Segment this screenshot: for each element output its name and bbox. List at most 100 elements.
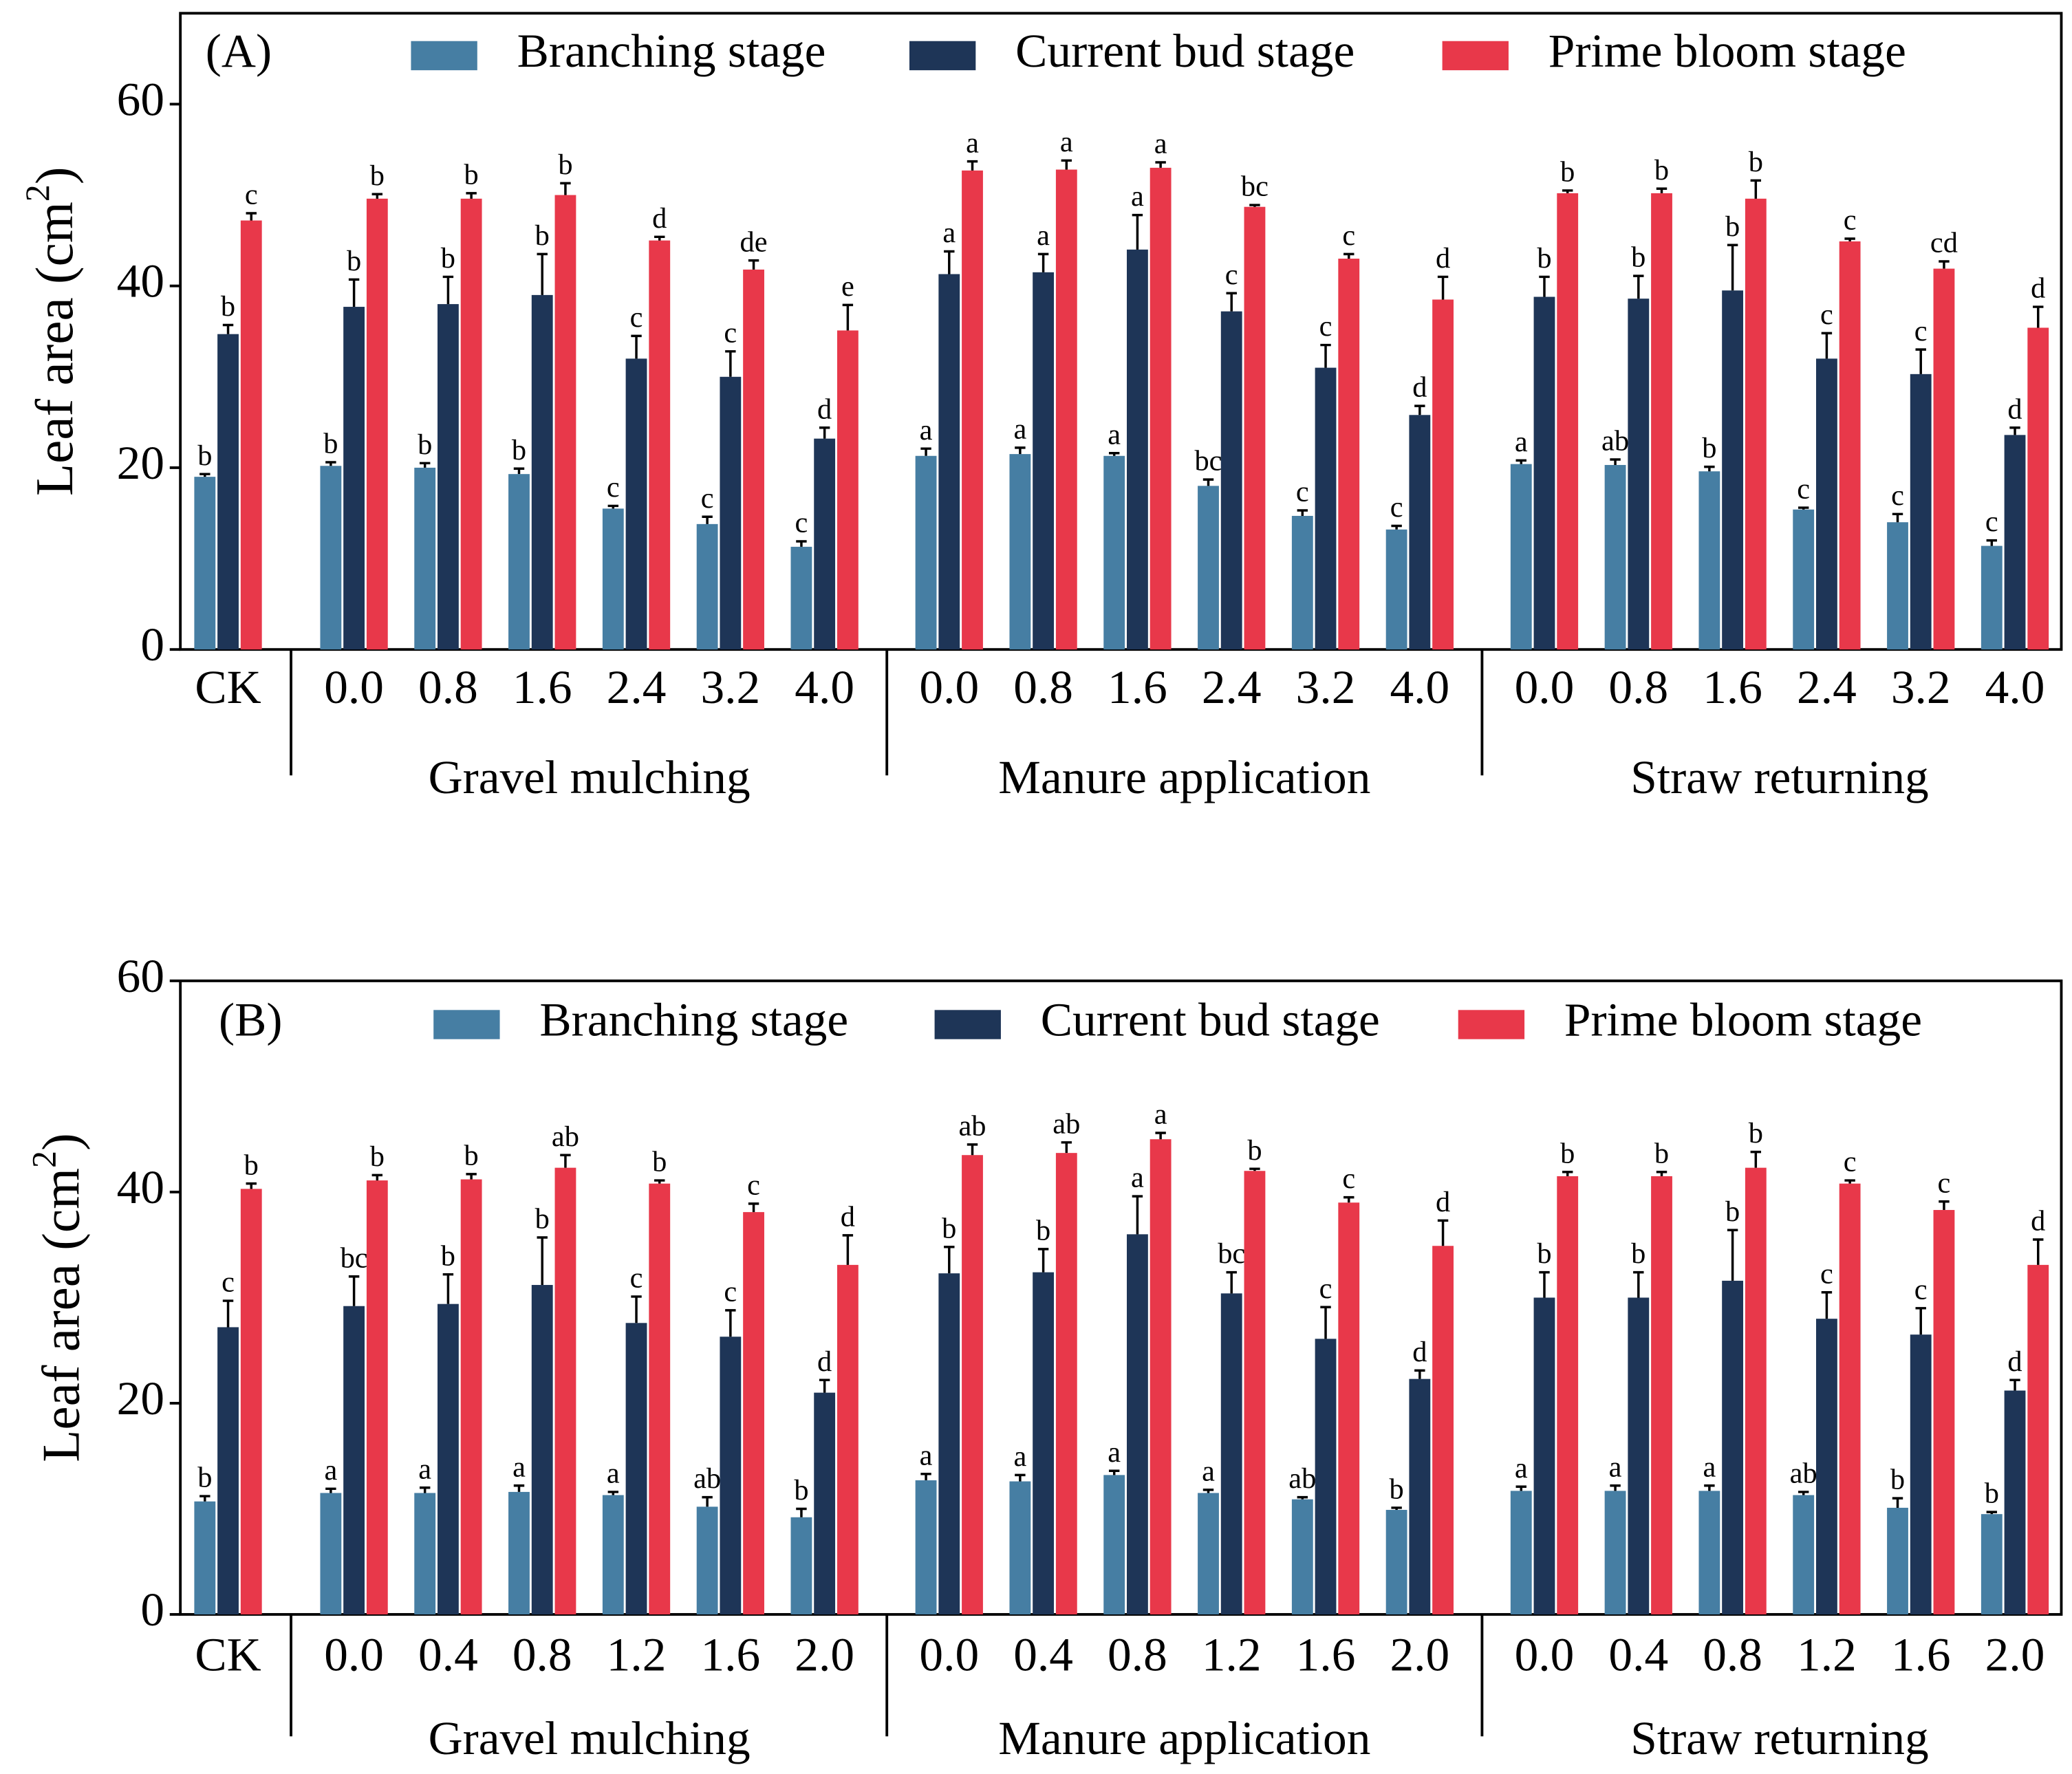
- bar: [1055, 169, 1077, 650]
- x-tick-label: 0.4: [418, 1628, 478, 1681]
- significance-label: a: [1108, 418, 1121, 451]
- significance-label: c: [1319, 1273, 1332, 1305]
- y-tick-label: 20: [117, 437, 164, 490]
- bar: [1793, 1495, 1815, 1614]
- significance-label: b: [1702, 432, 1716, 464]
- bar: [1839, 1183, 1861, 1614]
- x-tick-label: 0.8: [1013, 661, 1073, 714]
- bar: [1887, 522, 1908, 650]
- bar: [649, 1183, 671, 1614]
- bar: [602, 508, 624, 650]
- x-tick-label: 0.8: [1108, 1628, 1167, 1681]
- significance-label: b: [1390, 1473, 1404, 1506]
- x-tick-label: 0.8: [1608, 661, 1668, 714]
- error-bar: [1437, 1219, 1449, 1246]
- x-tick-label: 0.8: [512, 1628, 572, 1681]
- significance-label: b: [197, 1462, 212, 1494]
- error-bar: [725, 1309, 736, 1337]
- bar: [1126, 1234, 1148, 1614]
- error-bar: [1414, 404, 1425, 415]
- error-bar: [1249, 1167, 1260, 1171]
- significance-label: b: [535, 219, 550, 252]
- significance-label: a: [418, 1453, 431, 1485]
- bar: [1557, 1176, 1579, 1614]
- significance-label: d: [1412, 371, 1427, 404]
- significance-label: b: [512, 434, 526, 466]
- error-bar: [1343, 1196, 1355, 1203]
- bar: [1887, 1507, 1908, 1614]
- significance-label: b: [244, 1149, 259, 1181]
- bar: [1385, 1510, 1407, 1614]
- error-bar: [944, 250, 955, 274]
- significance-label: de: [740, 226, 768, 258]
- significance-label: a: [966, 127, 979, 159]
- error-bar: [1437, 275, 1449, 300]
- error-bar: [920, 447, 931, 456]
- significance-label: cd: [1930, 227, 1958, 259]
- bar: [938, 274, 960, 650]
- bar: [531, 294, 553, 650]
- bar: [625, 358, 647, 650]
- error-bar: [1515, 459, 1526, 464]
- bar: [508, 1491, 530, 1614]
- bar: [1793, 509, 1815, 650]
- bar: [1103, 455, 1125, 650]
- error-bar: [325, 461, 336, 466]
- significance-label: c: [1342, 219, 1355, 252]
- bar: [1745, 1167, 1767, 1614]
- bar: [814, 1392, 836, 1614]
- significance-label: d: [817, 1345, 832, 1378]
- error-bar: [442, 275, 454, 305]
- significance-label: b: [1631, 1237, 1645, 1270]
- significance-label: b: [197, 440, 212, 472]
- panel-label: (A): [206, 25, 272, 78]
- significance-label: c: [1985, 506, 1998, 538]
- bar: [1103, 1475, 1125, 1614]
- error-bar: [560, 182, 571, 195]
- bar: [1291, 1499, 1313, 1614]
- error-bar: [796, 540, 807, 547]
- bar: [2027, 1264, 2049, 1614]
- significance-label: c: [1797, 473, 1810, 506]
- bar: [1910, 374, 1932, 650]
- bar: [1533, 1297, 1555, 1614]
- error-bar: [1297, 509, 1308, 516]
- error-bar: [1132, 213, 1143, 250]
- error-bar: [1798, 506, 1809, 510]
- error-bar: [419, 1486, 431, 1493]
- y-tick-label: 0: [140, 618, 164, 671]
- significance-label: b: [464, 159, 479, 191]
- y-axis-label-part: Leaf area (cm: [25, 202, 84, 496]
- bar: [1815, 1319, 1837, 1614]
- error-bar: [1915, 348, 1926, 374]
- error-bar: [199, 473, 211, 477]
- x-tick-label: 3.2: [700, 661, 760, 714]
- bar: [1533, 296, 1555, 650]
- error-bar: [1939, 1200, 1950, 1211]
- significance-label: d: [2007, 1345, 2022, 1378]
- x-tick-label: 0.8: [418, 661, 478, 714]
- error-bar: [1515, 1485, 1526, 1491]
- error-bar: [466, 1173, 477, 1180]
- error-bar: [1132, 1195, 1143, 1235]
- error-bar: [1320, 343, 1331, 368]
- group-label: Gravel mulching: [429, 1712, 751, 1765]
- significance-label: b: [1725, 1196, 1740, 1228]
- significance-label: ab: [1601, 425, 1629, 457]
- legend-swatch: [1458, 1010, 1525, 1039]
- x-tick-label: 0.4: [1013, 1628, 1073, 1681]
- bar: [1651, 193, 1672, 650]
- error-bar: [513, 467, 525, 475]
- error-bar: [1750, 1150, 1762, 1168]
- error-bar: [1391, 1506, 1402, 1511]
- error-bar: [654, 235, 665, 241]
- significance-label: c: [607, 471, 620, 504]
- bar: [1409, 415, 1431, 650]
- error-bar: [1108, 452, 1120, 456]
- legend-label: Current bud stage: [1041, 993, 1380, 1046]
- bar: [1839, 241, 1861, 650]
- error-bar: [1539, 275, 1550, 297]
- significance-label: c: [1225, 259, 1238, 291]
- y-tick-label: 0: [140, 1583, 164, 1636]
- error-bar: [654, 1179, 665, 1184]
